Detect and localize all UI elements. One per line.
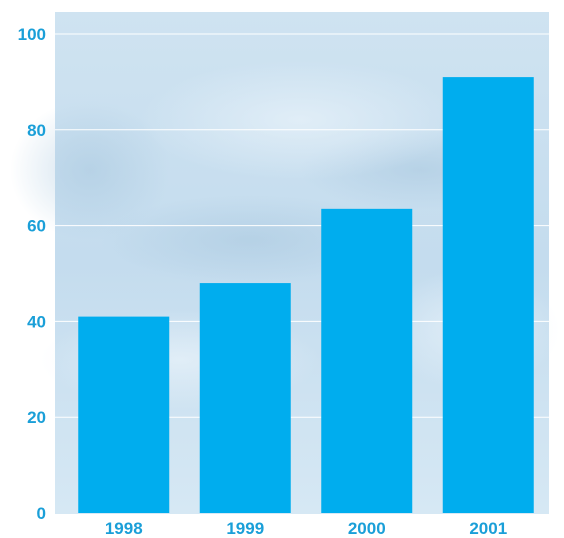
bar-2001 <box>442 77 534 514</box>
bar-1998 <box>78 316 170 513</box>
x-tick-label: 1999 <box>226 519 264 538</box>
y-tick-label: 0 <box>37 504 46 523</box>
x-tick-label: 2000 <box>348 519 386 538</box>
y-tick-label: 20 <box>27 408 46 427</box>
bars <box>78 77 534 514</box>
y-axis: 0 20 40 60 80 100 <box>18 25 46 523</box>
x-tick-label: 2001 <box>469 519 507 538</box>
y-tick-label: 40 <box>27 312 46 331</box>
y-tick-label: 60 <box>27 217 46 236</box>
x-axis: 1998 1999 2000 2001 <box>105 519 507 538</box>
y-tick-label: 80 <box>27 121 46 140</box>
y-tick-label: 100 <box>18 25 46 44</box>
bar-2000 <box>321 208 413 513</box>
bar-1999 <box>199 283 291 513</box>
x-tick-label: 1998 <box>105 519 143 538</box>
